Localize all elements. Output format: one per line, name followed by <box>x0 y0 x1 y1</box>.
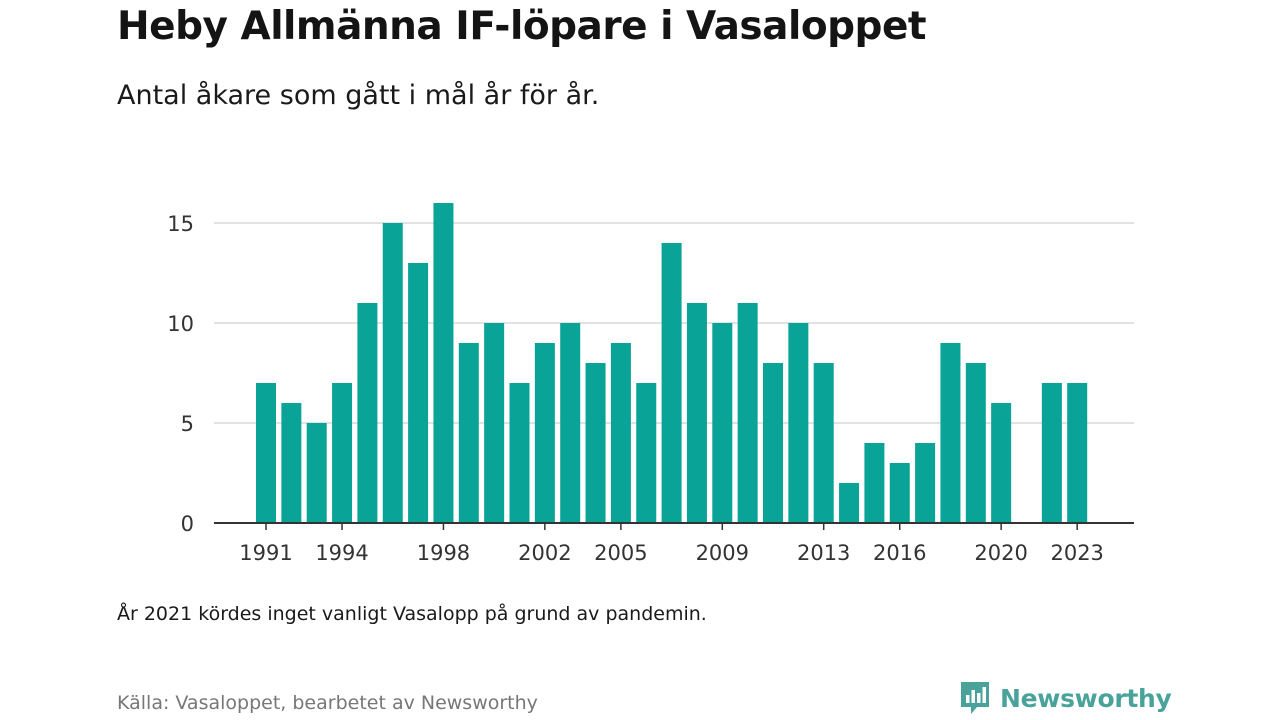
bar <box>332 383 353 523</box>
bar <box>788 323 809 523</box>
bar <box>408 263 429 523</box>
bar <box>433 203 454 523</box>
x-tick-label: 2009 <box>696 541 749 565</box>
bar <box>661 243 682 523</box>
bar <box>357 303 378 523</box>
bar <box>484 323 505 523</box>
x-tick-label: 2013 <box>797 541 850 565</box>
axes: 0 5 10 15 1991 1994 1998 2002 2005 2009 2013 2016 20… <box>167 212 1134 565</box>
bar <box>1067 383 1088 523</box>
brand-name: Newsworthy <box>1000 683 1172 713</box>
chart-subtitle: Antal åkare som gått i mål år för år. <box>117 80 600 111</box>
bar <box>534 343 555 523</box>
x-tick-label: 2002 <box>518 541 571 565</box>
bar <box>560 323 581 523</box>
x-tick-label: 1994 <box>315 541 368 565</box>
bar <box>585 363 606 523</box>
bar <box>864 443 885 523</box>
y-tick-label: 0 <box>181 512 194 536</box>
bar <box>839 483 860 523</box>
x-tick-label: 1998 <box>417 541 470 565</box>
bar <box>813 363 834 523</box>
bar <box>712 323 733 523</box>
bar-chart: 0 5 10 15 1991 1994 1998 2002 2005 2009 2013 2016 20… <box>167 203 1134 565</box>
x-tick-label: 2023 <box>1050 541 1103 565</box>
bar <box>763 363 783 523</box>
chart-note: År 2021 kördes inget vanligt Vasalopp på… <box>117 603 707 625</box>
bar <box>686 303 707 523</box>
bar <box>256 383 276 523</box>
chart-title: Heby Allmänna IF-löpare i Vasaloppet <box>117 4 927 49</box>
bars <box>256 203 1088 523</box>
x-tick-label: 2020 <box>974 541 1027 565</box>
x-tick-label: 2016 <box>873 541 926 565</box>
bar <box>940 343 961 523</box>
bar <box>610 343 631 523</box>
y-tick-label: 5 <box>181 412 194 436</box>
bar <box>915 443 936 523</box>
bar <box>306 423 327 523</box>
chart-source: Källa: Vasaloppet, bearbetet av Newswort… <box>117 692 538 714</box>
bar <box>458 343 479 523</box>
bar <box>991 403 1012 523</box>
bar-chart-speech-bubble-icon <box>961 682 989 714</box>
bar <box>1041 383 1062 523</box>
bar <box>636 383 657 523</box>
x-tick-label: 1991 <box>239 541 292 565</box>
x-tick-label: 2005 <box>594 541 647 565</box>
bar <box>281 403 302 523</box>
bar <box>737 303 758 523</box>
y-tick-label: 10 <box>167 312 194 336</box>
newsworthy-logo: Newsworthy <box>958 678 1172 718</box>
bar <box>382 223 403 523</box>
bar <box>889 463 910 523</box>
bar <box>509 383 530 523</box>
bar <box>965 363 986 523</box>
y-tick-label: 15 <box>167 212 194 236</box>
